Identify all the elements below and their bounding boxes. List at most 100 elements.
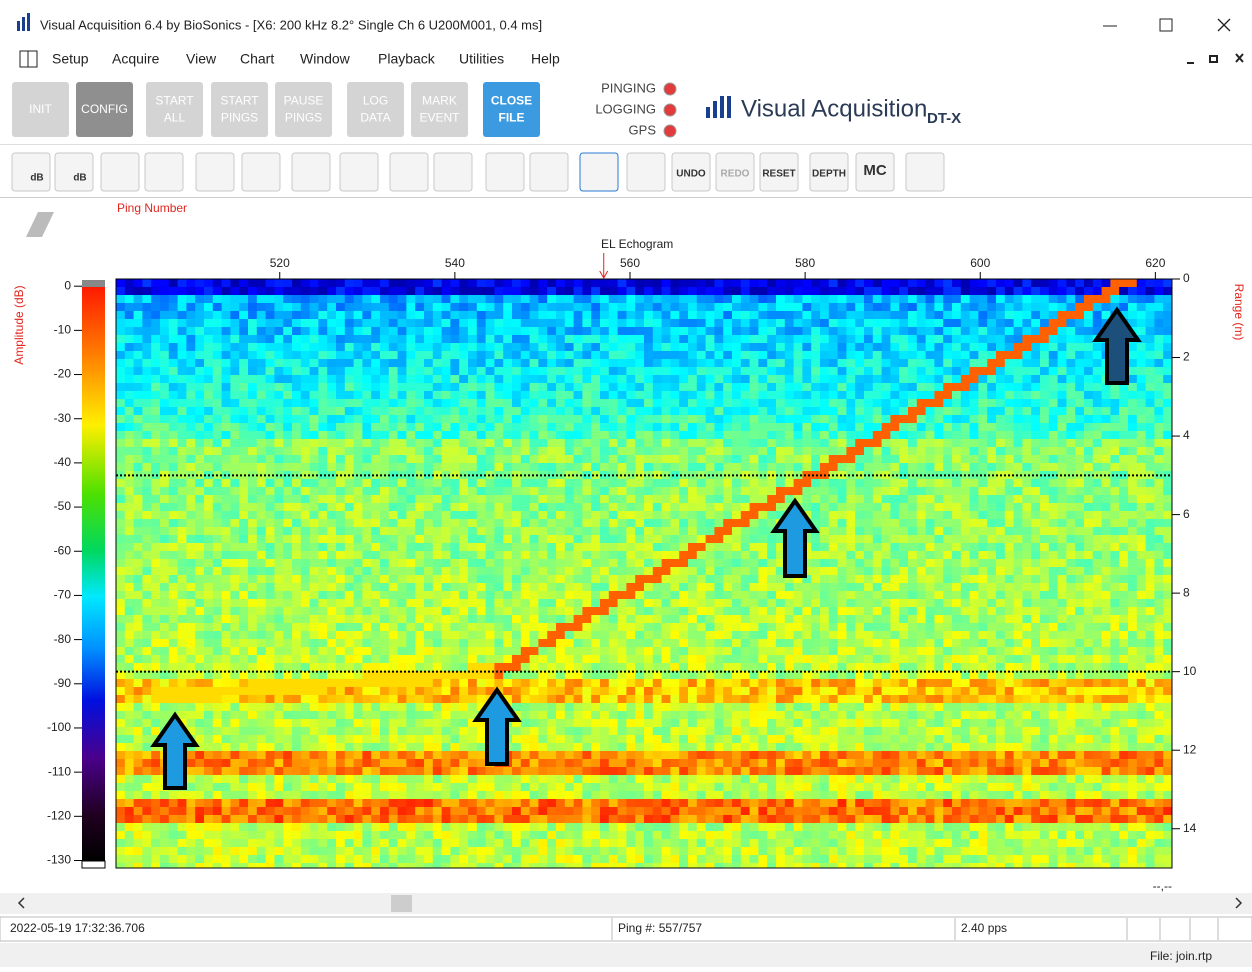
echo-cell [750, 495, 759, 504]
echo-cell [239, 503, 248, 512]
echo-cell [556, 575, 565, 584]
menu-item[interactable]: Utilities [459, 51, 504, 67]
echo-cell [908, 287, 917, 296]
echo-cell [521, 367, 530, 376]
menu-item[interactable]: Setup [52, 51, 89, 67]
echo-cell [591, 327, 600, 336]
echo-cell [1093, 551, 1102, 560]
echo-cell [116, 399, 125, 408]
echo-cell [1066, 543, 1075, 552]
tool-button[interactable] [627, 153, 665, 191]
tool-button[interactable] [906, 153, 944, 191]
echo-cell [662, 311, 671, 320]
menu-item[interactable]: Acquire [112, 51, 160, 67]
echo-cell [846, 319, 855, 328]
echo-cell [327, 415, 336, 424]
echo-cell [899, 463, 908, 472]
tool-button[interactable] [242, 153, 280, 191]
echo-cell [213, 503, 222, 512]
echo-cell [1093, 463, 1102, 472]
echo-cell [468, 535, 477, 544]
echo-cell [503, 287, 512, 296]
echo-cell [547, 567, 556, 576]
echo-cell [512, 463, 521, 472]
echo-cell [565, 383, 574, 392]
echo-cell [829, 567, 838, 576]
echo-cell [750, 575, 759, 584]
menu-item[interactable]: View [186, 51, 217, 67]
echo-cell [1031, 575, 1040, 584]
echo-cell [160, 527, 169, 536]
tool-button[interactable] [101, 153, 139, 191]
echo-cell [186, 455, 195, 464]
echo-cell [908, 375, 917, 384]
echo-cell [961, 479, 970, 488]
echo-cell [670, 575, 679, 584]
echo-cell [855, 391, 864, 400]
echo-cell [1058, 447, 1067, 456]
echo-cell [556, 343, 565, 352]
echo-cell [644, 327, 653, 336]
echo-cell [1014, 527, 1023, 536]
tool-button[interactable] [530, 153, 568, 191]
echo-cell [222, 559, 231, 568]
tool-button[interactable] [196, 153, 234, 191]
echo-cell [151, 295, 160, 304]
echo-cell [767, 487, 776, 496]
toolbar-button[interactable] [211, 82, 268, 137]
echo-cell [1163, 511, 1172, 520]
echo-cell [512, 431, 521, 440]
echo-cell [292, 295, 301, 304]
menu-item[interactable]: Help [531, 51, 560, 67]
menu-item[interactable]: Playback [378, 51, 436, 67]
echo-cell [882, 535, 891, 544]
echo-cell [547, 575, 556, 584]
echo-cell [1022, 559, 1031, 568]
menu-item[interactable]: Window [300, 51, 351, 67]
tool-button[interactable] [340, 153, 378, 191]
echo-cell [160, 407, 169, 416]
tool-button[interactable] [580, 153, 618, 191]
echo-cell [653, 375, 662, 384]
echo-cell [1119, 495, 1128, 504]
tool-button[interactable] [434, 153, 472, 191]
echo-cell [116, 583, 125, 592]
echo-cell [1075, 431, 1084, 440]
tool-button[interactable] [292, 153, 330, 191]
echo-cell [248, 343, 257, 352]
echo-cell [301, 447, 310, 456]
toolbar-button[interactable] [483, 82, 540, 137]
echo-cell [134, 519, 143, 528]
echo-cell [547, 519, 556, 528]
echo-cell [389, 279, 398, 288]
echo-cell [785, 455, 794, 464]
echo-cell [222, 447, 231, 456]
echo-cell [169, 335, 178, 344]
toolbar-button[interactable] [347, 82, 404, 137]
echo-cell [556, 415, 565, 424]
echo-cell [494, 487, 503, 496]
menu-item[interactable]: Chart [240, 51, 274, 67]
echo-cell [169, 487, 178, 496]
echo-cell [1084, 527, 1093, 536]
tool-button[interactable] [390, 153, 428, 191]
echo-cell [274, 559, 283, 568]
echo-cell [538, 439, 547, 448]
tool-button[interactable] [145, 153, 183, 191]
echo-cell [327, 495, 336, 504]
echo-cell [406, 351, 415, 360]
toolbar-button[interactable] [146, 82, 203, 137]
echo-cell [134, 551, 143, 560]
tool-button[interactable] [486, 153, 524, 191]
echo-cell [794, 463, 803, 472]
echo-cell [257, 447, 266, 456]
echo-cell [688, 439, 697, 448]
echo-cell [855, 575, 864, 584]
toolbar-button[interactable] [411, 82, 468, 137]
toolbar-button[interactable] [275, 82, 332, 137]
echo-cell [1040, 383, 1049, 392]
echo-cell [556, 295, 565, 304]
echo-cell [301, 535, 310, 544]
echo-cell [1075, 511, 1084, 520]
echo-cell [178, 543, 187, 552]
